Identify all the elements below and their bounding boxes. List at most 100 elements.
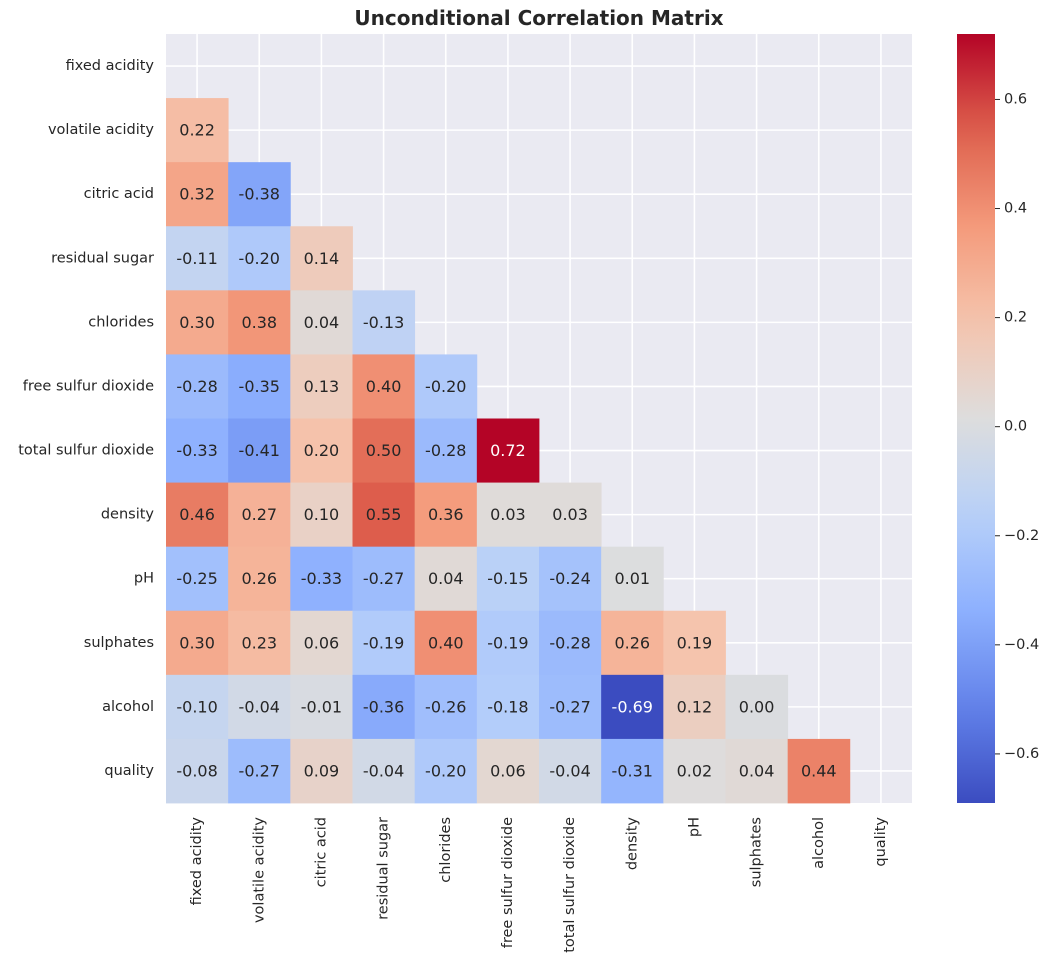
heatmap-cell: [290, 290, 353, 355]
cell-value-label: 0.50: [366, 441, 402, 460]
cell-value-label: -0.28: [549, 633, 590, 652]
y-tick-label: pH: [134, 571, 154, 587]
cell-value-label: -0.20: [425, 761, 466, 780]
colorbar-tick-label: 0.4: [1004, 201, 1027, 217]
y-tick-label: quality: [104, 763, 154, 779]
cell-value-label: 0.03: [552, 505, 588, 524]
heatmap-cell: [228, 674, 291, 740]
cell-value-label: 0.19: [677, 633, 713, 652]
cell-value-label: -0.28: [176, 377, 217, 396]
heatmap-cell: [166, 354, 229, 419]
heatmap-cell: [166, 674, 229, 740]
heatmap-cell: [663, 674, 726, 740]
heatmap-cell: [414, 354, 478, 419]
heatmap-cell: [228, 354, 291, 419]
cell-value-label: 0.13: [304, 377, 340, 396]
cell-value-label: 0.04: [739, 761, 775, 780]
cell-value-label: 0.14: [304, 249, 340, 268]
heatmap-cell: [352, 418, 416, 483]
heatmap-cell: [601, 610, 664, 676]
cell-value-label: -0.15: [487, 569, 528, 588]
cell-value-label: -0.27: [549, 697, 590, 716]
y-tick-labels: fixed acidity volatile acidity citric acid…: [18, 58, 154, 779]
cell-value-label: 0.12: [677, 697, 713, 716]
heatmap-cell: [228, 738, 291, 804]
heatmap-cell: [228, 546, 291, 612]
cell-value-label: 0.02: [677, 761, 713, 780]
x-tick-label: chlorides: [438, 817, 454, 883]
cell-value-label: -0.38: [239, 185, 280, 204]
x-tick-label: density: [624, 817, 640, 871]
cell-value-label: -0.04: [363, 761, 404, 780]
colorbar-tick-label: 0.2: [1004, 310, 1027, 326]
colorbar-tick-label: 0.6: [1004, 91, 1027, 107]
heatmap-cell: [725, 738, 789, 804]
cell-value-label: -0.18: [487, 697, 528, 716]
cell-value-label: 0.23: [241, 633, 277, 652]
heatmap-cell: [414, 546, 478, 612]
cell-value-label: 0.06: [304, 633, 340, 652]
x-tick-label: total sulfur dioxide: [562, 817, 578, 953]
heatmap-cell: [228, 162, 291, 227]
heatmap-cell: [166, 290, 229, 355]
cell-value-label: -0.25: [176, 569, 217, 588]
cell-value-label: 0.10: [304, 505, 340, 524]
heatmap-cell: [166, 738, 229, 804]
heatmap-cell: [290, 546, 353, 612]
x-tick-label: residual sugar: [376, 817, 392, 920]
heatmap-cell: [228, 418, 291, 483]
x-tick-label: fixed acidity: [189, 817, 205, 906]
cell-value-label: 0.40: [366, 377, 402, 396]
cell-value-label: 0.22: [179, 121, 215, 140]
cell-value-label: 0.36: [428, 505, 464, 524]
heatmap-cell: [228, 290, 291, 355]
cell-value-label: 0.30: [179, 313, 215, 332]
heatmap-cell: [414, 738, 478, 804]
cell-value-label: 0.01: [614, 569, 650, 588]
cell-value-label: -0.11: [176, 249, 217, 268]
heatmap-cell: [414, 418, 478, 483]
x-tick-label: pH: [686, 817, 702, 837]
cell-value-label: -0.27: [363, 569, 404, 588]
heatmap-cell: [601, 738, 664, 804]
x-tick-label: quality: [873, 817, 889, 867]
cell-value-label: -0.41: [239, 441, 280, 460]
cell-value-label: -0.33: [301, 569, 342, 588]
cell-value-label: -0.26: [425, 697, 466, 716]
heatmap-cell: [290, 738, 353, 804]
cell-value-label: 0.26: [614, 633, 650, 652]
cell-value-label: 0.26: [241, 569, 277, 588]
heatmap-cell: [414, 482, 478, 548]
heatmap-cell: [290, 482, 353, 548]
heatmap-cell: [663, 738, 726, 804]
heatmap-cell: [787, 738, 851, 804]
heatmap-cell: [166, 226, 229, 291]
cell-value-label: -0.69: [612, 697, 653, 716]
x-tick-label: sulphates: [749, 817, 765, 887]
heatmap-cell: [228, 226, 291, 291]
colorbar-tick-label: −0.4: [1004, 637, 1039, 653]
heatmap-cell: [352, 610, 416, 676]
heatmap-cell: [166, 546, 229, 612]
heatmap-cell: [539, 482, 602, 548]
x-tick-label: alcohol: [811, 817, 827, 869]
heatmap-cell: [166, 482, 229, 548]
cell-value-label: -0.01: [301, 697, 342, 716]
cell-value-label: 0.00: [739, 697, 775, 716]
cell-value-label: 0.55: [366, 505, 402, 524]
heatmap-cell: [352, 290, 416, 355]
cell-value-label: 0.32: [179, 185, 215, 204]
cell-value-label: 0.38: [241, 313, 277, 332]
y-tick-label: chlorides: [88, 314, 154, 330]
heatmap-cell: [290, 354, 353, 419]
heatmap-cell: [166, 610, 229, 676]
heatmap-cells: 0.22 0.32 -0.38 -0.11 -0.20 0.14 0.30 0.38 0.04 -…: [166, 98, 851, 804]
heatmap-cell: [166, 162, 229, 227]
cell-value-label: -0.28: [425, 441, 466, 460]
cell-value-label: -0.10: [176, 697, 217, 716]
x-tick-label: volatile acidity: [251, 817, 267, 923]
cell-value-label: 0.27: [241, 505, 277, 524]
y-tick-label: residual sugar: [51, 250, 154, 266]
cell-value-label: -0.04: [549, 761, 590, 780]
heatmap-cell: [539, 610, 602, 676]
